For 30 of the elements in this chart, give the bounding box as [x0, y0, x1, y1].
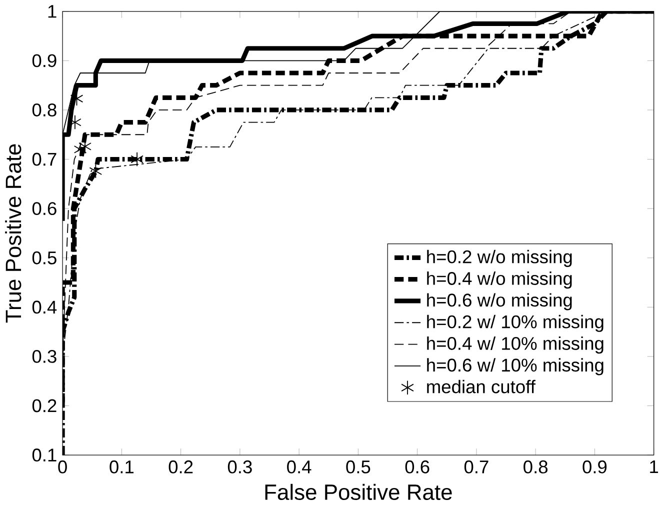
- x-tick-label: 0.5: [346, 460, 370, 474]
- y-tick-label: 0.1: [32, 448, 56, 462]
- legend-label: h=0.2 w/o missing: [427, 250, 572, 267]
- x-tick-label: 0.1: [110, 460, 134, 474]
- x-tick-label: 0.4: [287, 460, 312, 474]
- x-tick-label: 0.6: [405, 460, 430, 474]
- legend-label: h=0.4 w/ 10% missing: [427, 336, 604, 354]
- x-tick-label: 0.8: [524, 460, 548, 474]
- legend-label: h=0.4 w/o missing: [427, 271, 572, 289]
- x-tick-label: 1: [650, 460, 658, 473]
- x-axis-title: False Positive Rate: [265, 484, 452, 500]
- y-tick-label: 0.6: [32, 202, 56, 215]
- x-tick-label: 0.2: [168, 460, 193, 474]
- x-tick-label: 0.9: [582, 460, 607, 474]
- x-tick-label: 0.3: [228, 460, 252, 474]
- legend-label: h=0.6 w/o missing: [427, 293, 572, 310]
- y-tick-label: 0.3: [32, 350, 56, 363]
- x-tick-label: 0.7: [464, 460, 488, 474]
- y-tick-label: 0.9: [32, 54, 56, 68]
- y-tick-label: 0.5: [32, 251, 56, 264]
- x-tick-label: 0: [58, 460, 67, 474]
- y-axis-title: True Positive Rate: [5, 144, 22, 323]
- y-tick-label: 0.2: [32, 399, 56, 412]
- y-tick-label: 0.8: [32, 103, 56, 116]
- y-tick-label: 1: [48, 5, 56, 18]
- y-tick-label: 0.4: [32, 300, 57, 314]
- y-tick-label: 0.7: [32, 152, 56, 166]
- legend-label: median cutoff: [427, 380, 536, 394]
- legend-label: h=0.6 w/ 10% missing: [427, 358, 604, 376]
- legend-label: h=0.2 w/ 10% missing: [427, 314, 604, 332]
